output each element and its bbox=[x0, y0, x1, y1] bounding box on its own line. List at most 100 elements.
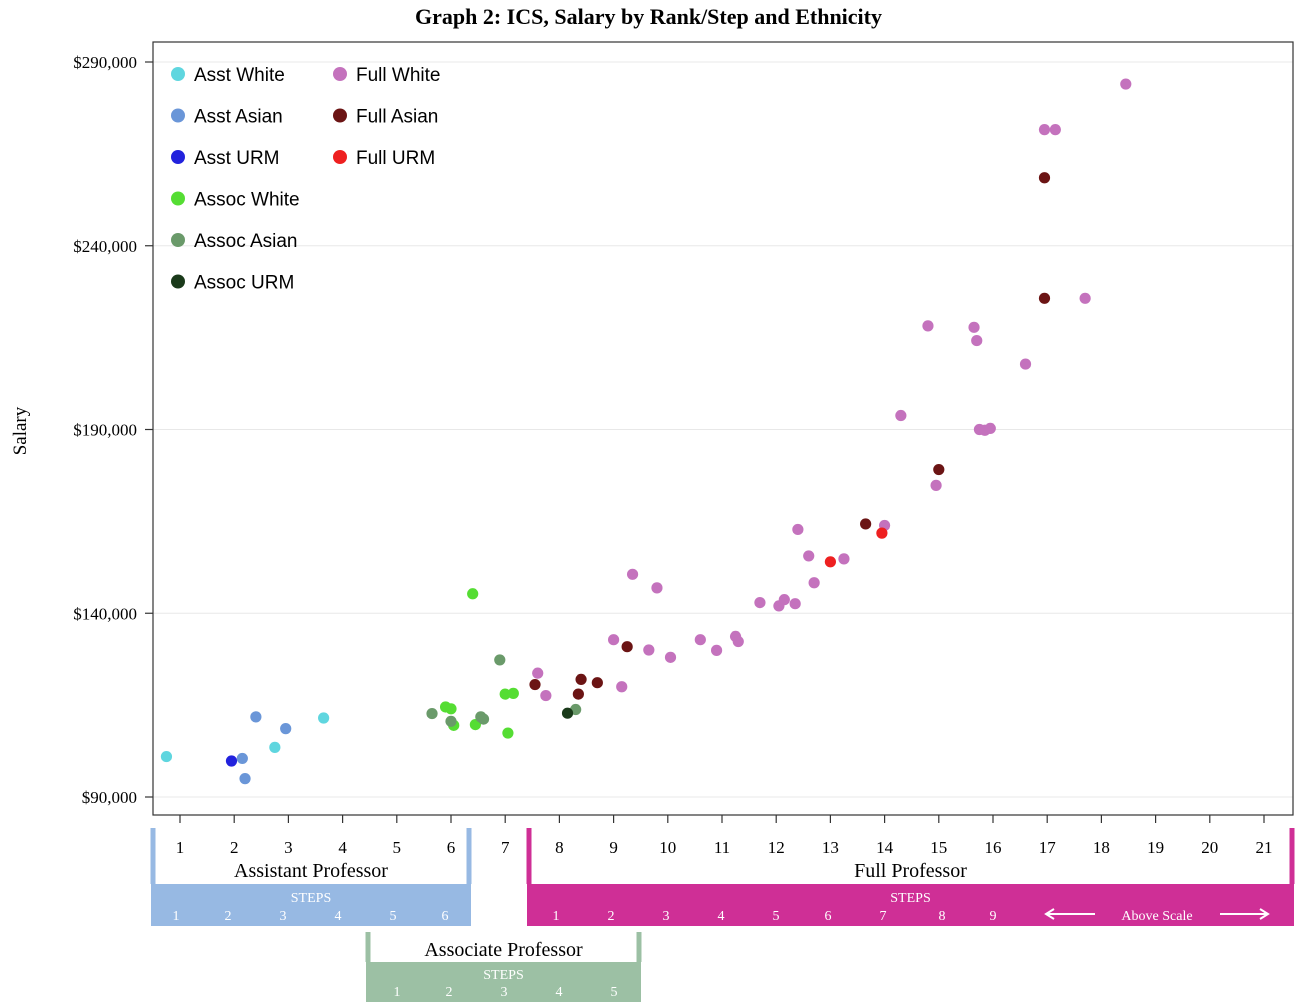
x-tick-label: 6 bbox=[447, 838, 456, 857]
legend-marker-assoc-urm bbox=[171, 274, 185, 289]
point-asst-asian bbox=[280, 723, 292, 735]
y-tick-label: $90,000 bbox=[82, 788, 137, 807]
legend-marker-asst-white bbox=[171, 67, 185, 81]
x-tick-label: 8 bbox=[555, 838, 564, 857]
full-step: 7 bbox=[880, 909, 887, 924]
assistant-title: Assistant Professor bbox=[234, 860, 388, 882]
y-tick-label: $240,000 bbox=[73, 237, 137, 256]
associate-step: 2 bbox=[446, 985, 453, 1000]
associate-step: 4 bbox=[556, 985, 563, 1000]
x-tick-label: 18 bbox=[1093, 838, 1110, 857]
assistant-bracket bbox=[150, 828, 472, 884]
x-tick-label: 11 bbox=[714, 838, 730, 857]
full-bracket bbox=[526, 828, 1295, 884]
associate-step: 3 bbox=[501, 985, 508, 1000]
point-full-white bbox=[838, 553, 850, 565]
y-axis: $90,000 $140,000 $190,000 $240,000 $290,000 bbox=[73, 53, 153, 807]
point-asst-asian bbox=[250, 711, 262, 723]
point-full-white bbox=[651, 582, 663, 594]
point-asst-white bbox=[269, 741, 281, 753]
x-tick-label: 13 bbox=[822, 838, 839, 857]
point-full-urm bbox=[824, 556, 837, 568]
legend: Asst White Asst Asian Asst URM Assoc White A… bbox=[171, 65, 440, 294]
point-full-white bbox=[922, 320, 934, 332]
point-assoc-white bbox=[445, 703, 457, 715]
legend-marker-asst-urm bbox=[171, 150, 185, 164]
point-full-white bbox=[608, 634, 620, 646]
legend-marker-full-asian bbox=[333, 108, 347, 123]
associate-bracket bbox=[365, 932, 642, 962]
legend-marker-assoc-white bbox=[171, 191, 185, 206]
point-full-white bbox=[732, 635, 744, 648]
point-assoc-asian bbox=[426, 707, 438, 720]
point-full-white bbox=[643, 644, 655, 656]
point-full-white bbox=[532, 667, 544, 679]
data-points bbox=[160, 78, 1132, 785]
point-full-asian bbox=[933, 463, 945, 476]
legend-label-full-asian: Full Asian bbox=[356, 107, 438, 128]
legend-marker-asst-asian bbox=[171, 108, 185, 123]
x-tick-label: 14 bbox=[876, 838, 894, 857]
point-full-white bbox=[694, 634, 706, 646]
point-full-white bbox=[710, 644, 723, 656]
chart-title: Graph 2: ICS, Salary by Rank/Step and Et… bbox=[415, 4, 882, 29]
point-full-white bbox=[803, 550, 815, 562]
point-full-asian bbox=[1038, 292, 1051, 304]
point-full-white bbox=[895, 409, 907, 422]
legend-label-assoc-urm: Assoc URM bbox=[194, 273, 294, 294]
y-tick-label: $190,000 bbox=[73, 421, 137, 440]
above-scale-arrow-right-head bbox=[1259, 908, 1270, 920]
assistant-step: 4 bbox=[335, 909, 342, 924]
x-tick-label: 19 bbox=[1147, 838, 1164, 857]
x-tick-label: 5 bbox=[393, 838, 402, 857]
legend-marker-full-white bbox=[333, 67, 347, 81]
point-assoc-asian bbox=[494, 654, 506, 666]
point-full-white bbox=[968, 321, 980, 333]
full-band bbox=[527, 884, 1294, 926]
full-title: Full Professor bbox=[854, 860, 967, 882]
point-asst-asian bbox=[239, 773, 251, 785]
point-asst-asian bbox=[236, 752, 248, 765]
full-step: 4 bbox=[718, 909, 725, 924]
point-full-white bbox=[792, 523, 804, 536]
x-tick-label: 2 bbox=[230, 838, 239, 857]
point-full-asian bbox=[621, 641, 633, 653]
x-tick-label: 4 bbox=[338, 838, 347, 857]
point-full-urm bbox=[876, 527, 888, 539]
point-full-white bbox=[984, 422, 996, 434]
associate-band bbox=[366, 962, 641, 1002]
full-steps-label: STEPS bbox=[890, 891, 930, 906]
y-tick-label: $140,000 bbox=[73, 604, 137, 623]
point-full-white bbox=[1038, 124, 1051, 136]
point-full-white bbox=[1120, 78, 1132, 90]
assistant-step: 3 bbox=[280, 909, 287, 924]
x-tick-label: 16 bbox=[985, 838, 1002, 857]
x-tick-label: 10 bbox=[659, 838, 676, 857]
legend-label-asst-asian: Asst Asian bbox=[194, 107, 283, 128]
point-full-asian bbox=[860, 518, 872, 530]
point-assoc-asian bbox=[445, 715, 457, 727]
point-full-white bbox=[1019, 358, 1032, 370]
legend-marker-full-urm bbox=[333, 150, 347, 164]
point-full-white bbox=[754, 596, 766, 609]
point-full-asian bbox=[575, 673, 587, 686]
full-step: 2 bbox=[608, 909, 615, 924]
legend-label-assoc-white: Assoc White bbox=[194, 190, 300, 211]
legend-label-full-white: Full White bbox=[356, 65, 440, 86]
point-assoc-white bbox=[499, 688, 511, 700]
legend-label-full-urm: Full URM bbox=[356, 148, 435, 169]
point-asst-white bbox=[160, 750, 173, 763]
point-full-white bbox=[540, 689, 552, 702]
point-full-asian bbox=[529, 678, 541, 691]
point-full-white bbox=[971, 334, 983, 347]
point-asst-white bbox=[318, 712, 330, 724]
point-assoc-white bbox=[502, 727, 514, 739]
point-assoc-asian bbox=[477, 713, 490, 725]
full-step: 8 bbox=[939, 909, 946, 924]
assistant-step: 2 bbox=[225, 909, 232, 924]
point-full-white bbox=[626, 568, 639, 580]
x-tick-label: 7 bbox=[501, 838, 510, 857]
grid-lines bbox=[153, 61, 1293, 798]
